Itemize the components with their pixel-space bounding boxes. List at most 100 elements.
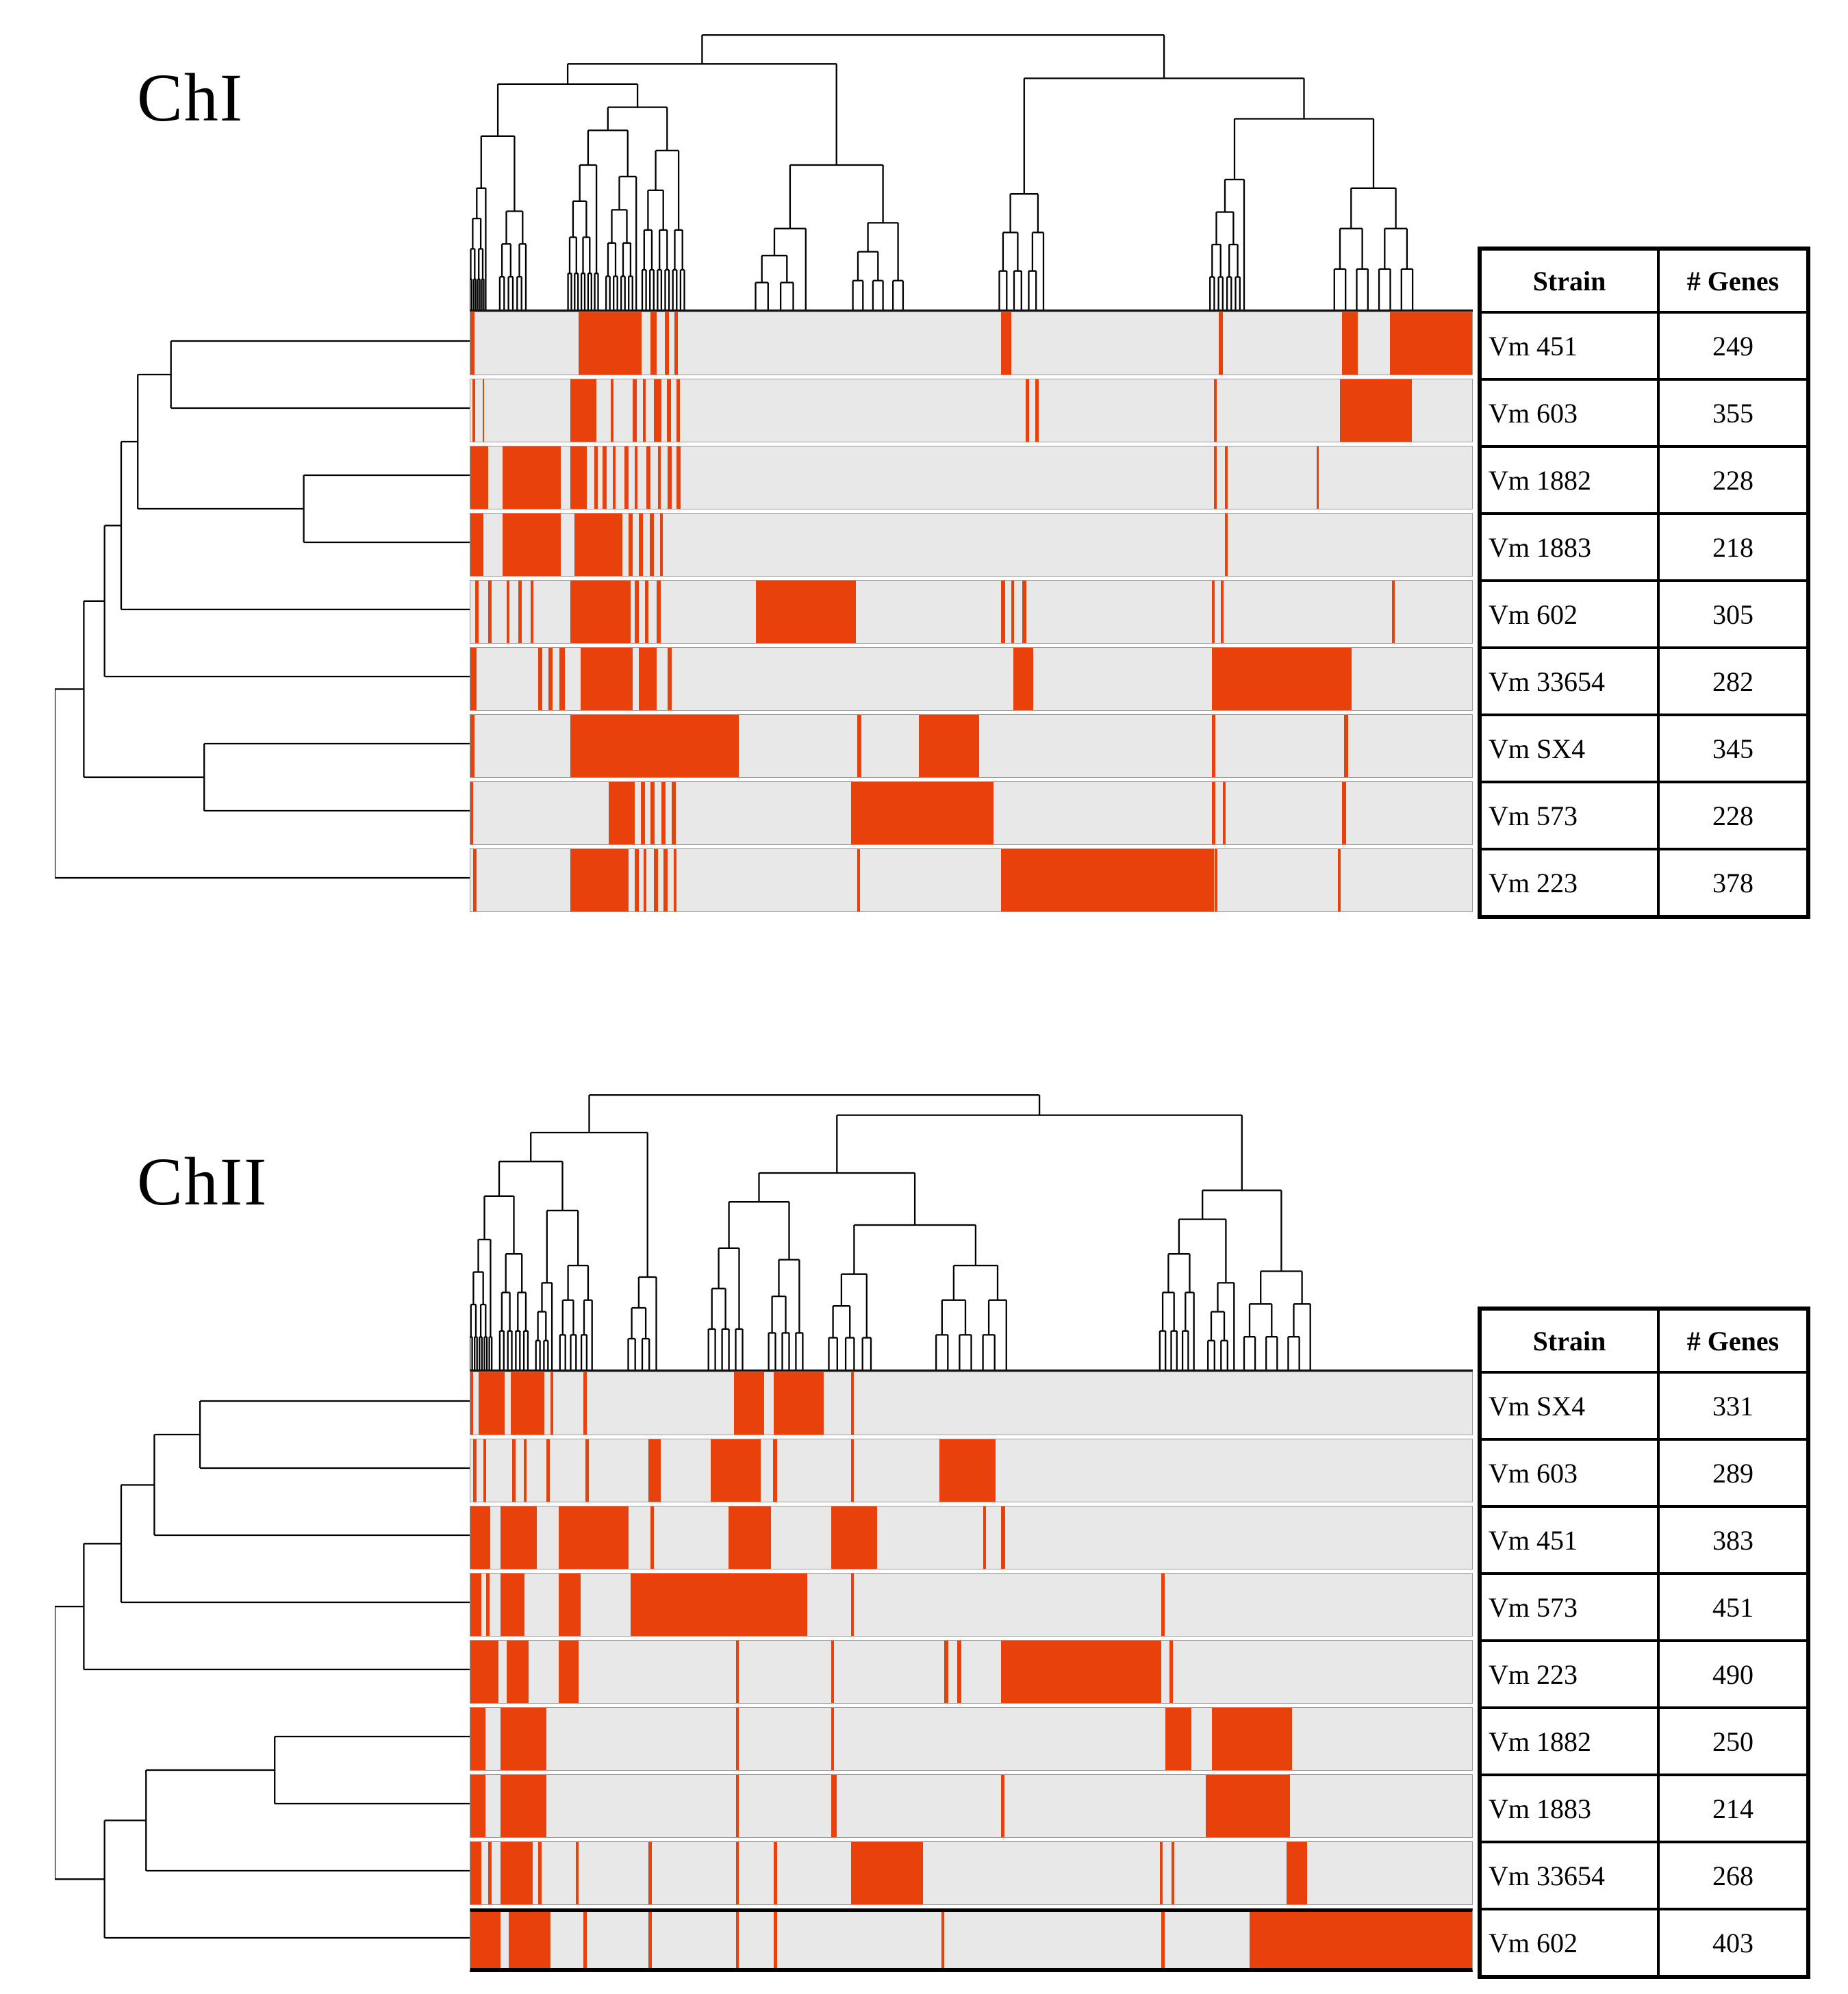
gene-presence-segment <box>657 446 661 509</box>
gene-presence-segment <box>486 1574 490 1636</box>
strain-name: Vm 33654 <box>1480 648 1658 715</box>
gene-presence-segment <box>558 1506 629 1569</box>
gene-presence-segment <box>1213 379 1217 442</box>
gene-presence-segment <box>608 782 635 844</box>
gene-count: 383 <box>1658 1506 1808 1574</box>
gene-presence-segment <box>674 312 678 375</box>
gene-presence-segment <box>1013 648 1034 710</box>
heatmap <box>470 1370 1473 1976</box>
gene-presence-segment <box>650 312 657 375</box>
gene-presence-segment <box>575 1842 579 1904</box>
gene-presence-segment <box>941 1912 944 1968</box>
gene-presence-segment <box>1317 446 1319 509</box>
gene-presence-segment <box>585 1439 589 1502</box>
strain-name: Vm 223 <box>1480 849 1658 916</box>
gene-presence-segment <box>634 446 638 509</box>
gene-count: 451 <box>1658 1574 1808 1641</box>
heatmap-row <box>470 1640 1473 1704</box>
gene-presence-segment <box>559 648 565 710</box>
gene-presence-segment <box>1169 1641 1173 1703</box>
gene-presence-segment <box>1341 782 1346 844</box>
gene-presence-segment <box>570 581 631 643</box>
strain-name: Vm 573 <box>1480 1574 1658 1641</box>
gene-presence-segment <box>1218 312 1223 375</box>
gene-presence-segment <box>676 446 681 509</box>
gene-presence-segment <box>558 1574 581 1636</box>
gene-presence-segment <box>755 581 857 643</box>
heatmap-row <box>470 1774 1473 1838</box>
table-row: Vm SX4 345 <box>1480 715 1808 782</box>
heatmap-row <box>470 312 1473 375</box>
gene-presence-segment <box>774 1372 824 1435</box>
table-row: Vm 223 378 <box>1480 849 1808 916</box>
panel-chromosome-1: ChI Strain # Genes Vm 451 249 Vm 603 355 Vm … <box>0 0 1848 921</box>
strain-name: Vm 603 <box>1480 379 1658 446</box>
gene-presence-segment <box>500 1842 533 1904</box>
gene-presence-segment <box>1343 715 1348 777</box>
gene-presence-segment <box>548 648 553 710</box>
column-dendrogram <box>470 1094 1311 1370</box>
gene-presence-segment <box>1159 1842 1163 1904</box>
gene-presence-segment <box>663 849 668 911</box>
gene-presence-segment <box>1001 581 1006 643</box>
table-header-row: Strain # Genes <box>1480 1309 1808 1372</box>
gene-count: 378 <box>1658 849 1808 916</box>
gene-presence-segment <box>500 1506 537 1569</box>
strain-table: Strain # Genes Vm SX4 331 Vm 603 289 Vm 451 3… <box>1478 1307 1810 1979</box>
heatmap-row <box>470 848 1473 912</box>
gene-presence-segment <box>644 581 649 643</box>
gene-presence-segment <box>510 1372 545 1435</box>
gene-presence-segment <box>470 1574 482 1636</box>
gene-count: 249 <box>1658 312 1808 379</box>
gene-presence-segment <box>482 379 485 442</box>
gene-presence-segment <box>772 1439 777 1502</box>
gene-count: 218 <box>1658 514 1808 581</box>
gene-count: 268 <box>1658 1842 1808 1909</box>
gene-presence-segment <box>1161 1574 1165 1636</box>
gene-presence-segment <box>673 849 677 911</box>
gene-presence-segment <box>642 379 646 442</box>
gene-presence-segment <box>1390 312 1472 375</box>
table-row: Vm SX4 331 <box>1480 1372 1808 1439</box>
gene-presence-segment <box>1205 1775 1290 1837</box>
gene-presence-segment <box>1250 1912 1472 1968</box>
gene-presence-segment <box>546 1439 550 1502</box>
strain-name: Vm 1883 <box>1480 514 1658 581</box>
heatmap-row <box>470 1372 1473 1435</box>
gene-presence-segment <box>1001 849 1214 911</box>
gene-presence-segment <box>470 312 474 375</box>
gene-presence-segment <box>612 446 616 509</box>
gene-presence-segment <box>939 1439 996 1502</box>
heatmap-row <box>470 1506 1473 1569</box>
gene-presence-segment <box>774 1842 777 1904</box>
gene-count: 355 <box>1658 379 1808 446</box>
heatmap-row <box>470 1908 1473 1972</box>
gene-presence-segment <box>1211 1708 1292 1770</box>
gene-presence-segment <box>570 446 587 509</box>
gene-count: 214 <box>1658 1775 1808 1842</box>
panel-label: ChII <box>137 1144 268 1220</box>
gene-presence-segment <box>634 581 639 643</box>
column-header-genes: # Genes <box>1658 249 1808 312</box>
gene-presence-segment <box>506 581 510 643</box>
strain-name: Vm 1882 <box>1480 1708 1658 1775</box>
gene-presence-segment <box>470 446 489 509</box>
strain-name: Vm 1883 <box>1480 1775 1658 1842</box>
table-row: Vm 1883 214 <box>1480 1775 1808 1842</box>
gene-count: 228 <box>1658 446 1808 514</box>
gene-presence-segment <box>558 1641 579 1703</box>
gene-presence-segment <box>850 1842 924 1904</box>
gene-presence-segment <box>633 379 637 442</box>
table-row: Vm 603 355 <box>1480 379 1808 446</box>
heatmap-row <box>470 781 1473 845</box>
gene-presence-segment <box>629 514 633 576</box>
gene-presence-segment <box>470 514 484 576</box>
gene-presence-segment <box>735 1775 739 1837</box>
gene-presence-segment <box>470 1775 485 1837</box>
heatmap-row <box>470 1707 1473 1771</box>
gene-presence-segment <box>500 1574 524 1636</box>
gene-presence-segment <box>640 782 645 844</box>
gene-presence-segment <box>650 782 655 844</box>
gene-presence-segment <box>1337 849 1341 911</box>
